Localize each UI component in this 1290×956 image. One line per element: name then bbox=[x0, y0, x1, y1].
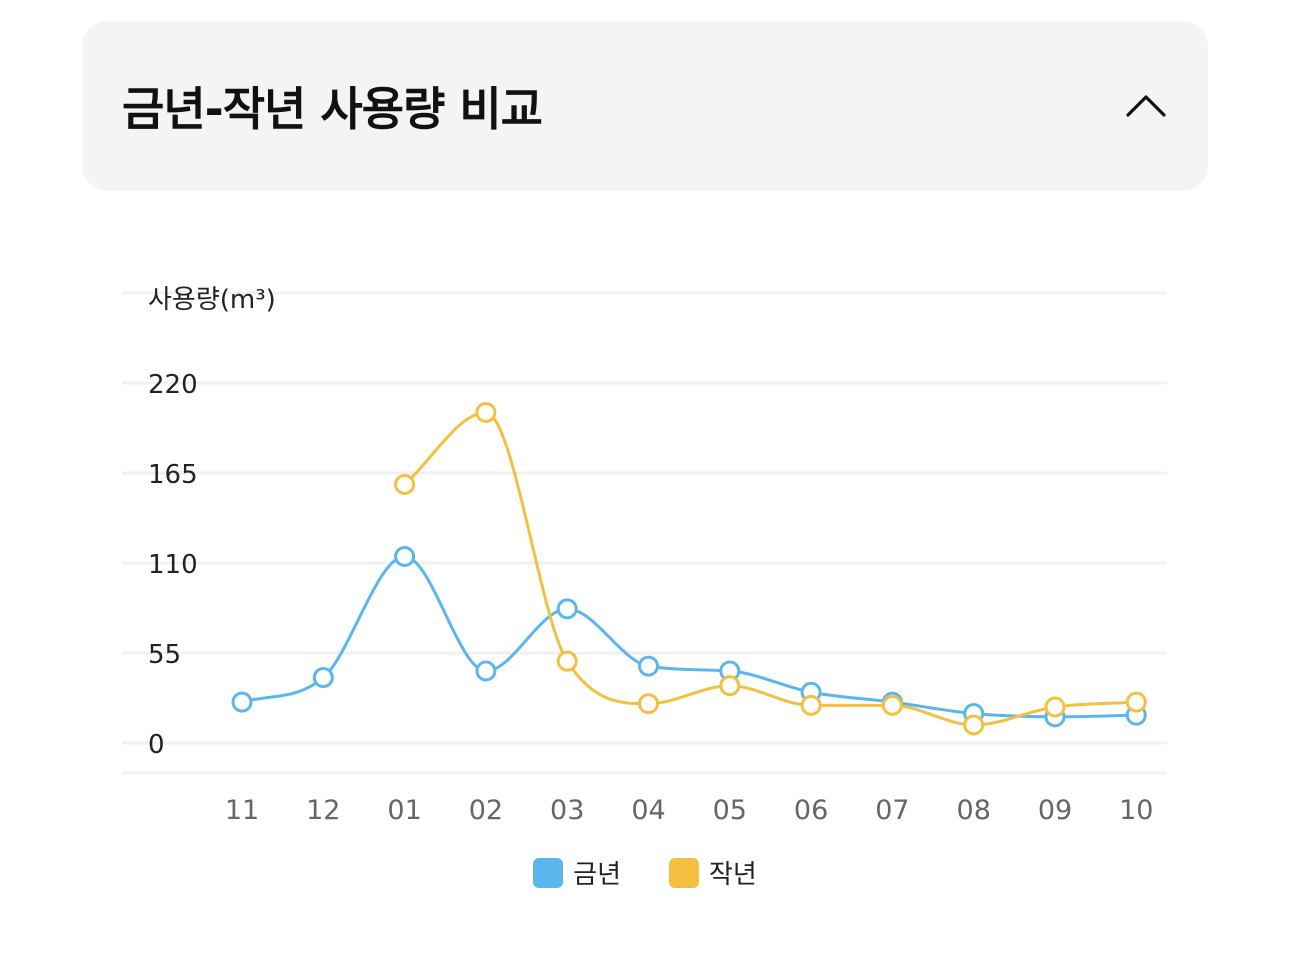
page-title: 금년-작년 사용량 비교 bbox=[122, 82, 543, 136]
x-tick-label: 08 bbox=[957, 795, 991, 826]
y-axis-label: 사용량(m³) bbox=[148, 285, 276, 315]
line-chart: 사용량(m³) 0 55 110 165 220 11 12 01 02 03 04 05 06 07 0… bbox=[122, 285, 1167, 826]
data-point-last-year[interactable] bbox=[556, 650, 578, 672]
x-tick-label: 04 bbox=[631, 795, 665, 826]
data-point-last-year[interactable] bbox=[1044, 696, 1066, 718]
x-tick-label: 07 bbox=[875, 795, 909, 826]
legend-item-this-year[interactable]: 금년 bbox=[533, 854, 621, 891]
y-tick-label: 55 bbox=[148, 640, 181, 670]
data-point-last-year[interactable] bbox=[638, 693, 659, 715]
series-points bbox=[231, 401, 1147, 736]
data-point-this-year[interactable] bbox=[475, 660, 497, 682]
x-tick-label: 10 bbox=[1119, 795, 1153, 826]
collapse-button[interactable] bbox=[1120, 81, 1172, 133]
x-tick-label: 11 bbox=[225, 795, 259, 826]
x-tick-label: 06 bbox=[794, 795, 828, 826]
y-tick-label: 165 bbox=[148, 460, 198, 490]
data-point-this-year[interactable] bbox=[312, 667, 334, 689]
section-header[interactable]: 금년-작년 사용량 비교 bbox=[82, 21, 1208, 191]
y-tick-label: 110 bbox=[148, 550, 198, 580]
chevron-up-icon bbox=[1126, 95, 1166, 117]
data-point-this-year[interactable] bbox=[394, 545, 416, 567]
x-tick-label: 03 bbox=[550, 795, 584, 826]
y-axis-ticks: 0 55 110 165 220 bbox=[148, 370, 198, 760]
data-point-last-year[interactable] bbox=[881, 694, 903, 716]
series-line-last-year bbox=[403, 410, 1137, 727]
data-point-this-year[interactable] bbox=[638, 655, 659, 677]
legend-label-last-year: 작년 bbox=[709, 860, 757, 890]
series-lines bbox=[241, 410, 1137, 727]
usage-comparison-chart: 사용량(m³) 0 55 110 165 220 11 12 01 02 03 04 05 06 07 0… bbox=[0, 230, 1290, 952]
grid-lines bbox=[122, 291, 1167, 775]
chart-legend: 금년 작년 bbox=[0, 854, 1290, 891]
data-point-last-year[interactable] bbox=[963, 714, 985, 736]
legend-swatch-last-year bbox=[669, 857, 699, 888]
x-tick-label: 01 bbox=[387, 795, 421, 826]
data-point-last-year[interactable] bbox=[394, 473, 416, 495]
x-tick-label: 02 bbox=[469, 795, 503, 826]
legend-item-last-year[interactable]: 작년 bbox=[669, 854, 757, 891]
x-tick-label: 09 bbox=[1038, 795, 1072, 826]
data-point-last-year[interactable] bbox=[800, 694, 822, 716]
x-axis-ticks: 11 12 01 02 03 04 05 06 07 08 09 10 bbox=[225, 795, 1154, 826]
x-tick-label: 12 bbox=[306, 795, 340, 826]
data-point-last-year[interactable] bbox=[1125, 691, 1147, 713]
data-point-last-year[interactable] bbox=[719, 675, 741, 697]
legend-swatch-this-year bbox=[533, 857, 564, 888]
data-point-this-year[interactable] bbox=[231, 691, 253, 713]
series-line-this-year bbox=[241, 554, 1137, 719]
legend-label-this-year: 금년 bbox=[573, 860, 621, 890]
x-tick-label: 05 bbox=[713, 795, 747, 826]
data-point-last-year[interactable] bbox=[475, 401, 497, 423]
y-tick-label: 220 bbox=[148, 370, 198, 400]
data-point-this-year[interactable] bbox=[556, 598, 578, 620]
y-tick-label: 0 bbox=[148, 730, 165, 760]
